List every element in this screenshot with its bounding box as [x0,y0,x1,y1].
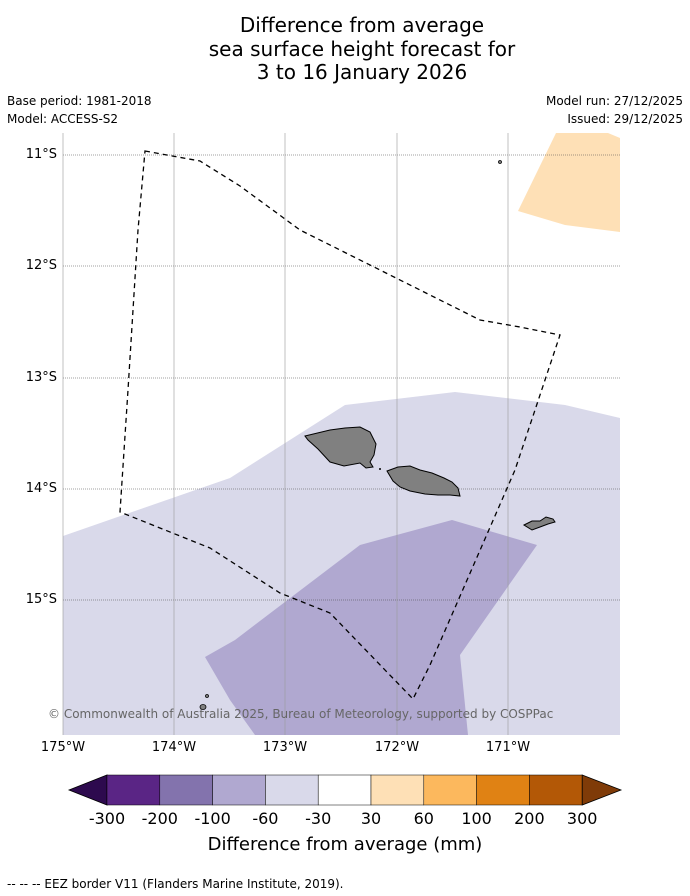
colorbar-extend-low [67,774,108,806]
longitude-label: 175°W [40,740,86,755]
colorbar-extend-high [581,774,623,806]
colorbar-segment [265,774,319,806]
colorbar-tick-label: 300 [566,809,598,828]
gridlines [62,133,620,735]
colorbar-segment [423,774,477,806]
title-line-2: sea surface height forecast for [208,36,516,61]
islet-southwest-2 [199,704,207,710]
colorbar-segment [476,774,530,806]
copyright-notice: © Commonwealth of Australia 2025, Bureau… [48,707,554,721]
colorbar [67,774,623,806]
longitude-label: 174°W [151,740,197,755]
latitude-label: 11°S [25,147,57,162]
colorbar-segment [370,774,425,806]
colorbar-title: Difference from average (mm) [207,834,483,855]
colorbar-tick-label: -100 [194,809,231,828]
latitude-label: 12°S [25,258,57,273]
issued-date: Issued: 29/12/2025 [567,112,683,126]
colorbar-segment [529,774,583,806]
longitude-label: 171°W [485,740,531,755]
map-title: Difference from average sea surface heig… [0,13,690,85]
anomaly-region-medium [205,520,537,735]
longitude-label: 172°W [374,740,420,755]
title-line-3: 3 to 16 January 2026 [256,60,468,84]
colorbar-segment [106,774,161,806]
latitude-label: 15°S [25,592,57,607]
model-run: Model run: 27/12/2025 [545,94,683,108]
colorbar-segment [317,774,372,806]
latitude-label: 13°S [25,370,57,385]
colorbar-tick-label: -300 [88,809,126,828]
colorbar-tick-label: 200 [514,809,545,828]
colorbar-segment [159,774,213,806]
colorbar-tick-label: 100 [461,809,492,828]
colorbar-tick-label: -200 [141,809,178,828]
colorbar-tick-label: 30 [360,809,382,828]
colorbar-segment [212,774,266,806]
colorbar-tick-label: -60 [252,809,279,828]
savaii-island [304,426,377,469]
eez-footnote: -- -- -- EEZ border V11 (Flanders Marine… [7,877,344,891]
islet-north [498,160,502,164]
tutuila-island [522,516,556,531]
colorbar-tick-label: 60 [413,809,434,828]
anomaly-region-positive [518,133,620,232]
eez-border [119,150,561,701]
title-line-1: Difference from average [239,13,485,37]
meta-left: Base period: 1981-2018 Model: ACCESS-S2 [7,94,152,130]
meta-right: Model run: 27/12/2025 Issued: 29/12/2025 [546,94,683,130]
upolu-island [386,465,461,497]
latitude-label: 14°S [25,481,57,496]
colorbar-tick-label: -30 [305,809,332,828]
islet-southwest-1 [205,694,209,698]
islet-east [379,468,381,470]
longitude-label: 173°W [262,740,308,755]
base-period: Base period: 1981-2018 [7,94,152,108]
model-name: Model: ACCESS-S2 [7,112,119,126]
